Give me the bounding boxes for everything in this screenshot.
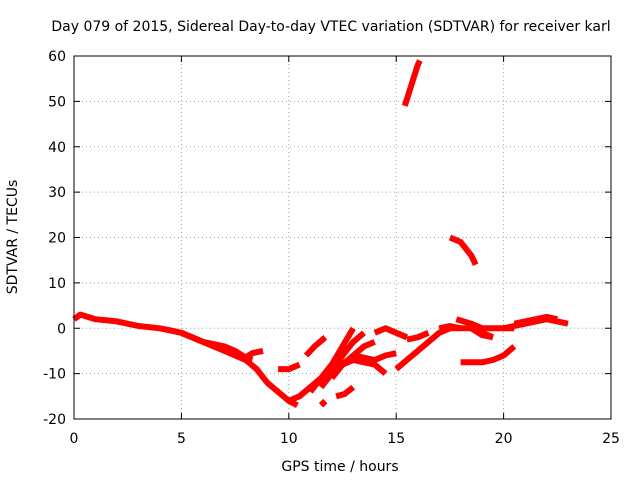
series-arc-n xyxy=(406,330,430,343)
series-arc-k xyxy=(352,350,397,363)
series-arc-l xyxy=(373,325,409,341)
y-tick-label: 50 xyxy=(48,94,66,110)
x-tick-label: 5 xyxy=(177,431,186,447)
series-arc-t xyxy=(469,325,494,341)
series-layer xyxy=(72,59,569,409)
series-arc-p xyxy=(448,234,479,266)
series-arc-a xyxy=(239,347,264,363)
series-arc-s xyxy=(460,344,517,366)
y-tick-label: 0 xyxy=(57,321,66,337)
series-arc-v xyxy=(513,313,558,327)
y-tick-label: 10 xyxy=(48,276,66,292)
series-arc-f xyxy=(307,326,356,394)
x-tick-label: 10 xyxy=(280,431,298,447)
series-arc-o xyxy=(401,59,423,107)
series-arc-g xyxy=(318,330,366,390)
y-tick-label: -20 xyxy=(43,412,66,428)
series-arc-b xyxy=(278,361,301,373)
y-tick-label: 30 xyxy=(48,185,66,201)
y-tick-label: 40 xyxy=(48,140,66,156)
grid-layer xyxy=(74,56,611,419)
x-tick-label: 20 xyxy=(495,431,513,447)
series-arc-morning xyxy=(180,330,254,363)
x-tick-label: 25 xyxy=(602,431,620,447)
y-tick-label: 20 xyxy=(48,231,66,247)
chart-title: Day 079 of 2015, Sidereal Day-to-day VTE… xyxy=(51,19,610,35)
series-arc-j xyxy=(341,357,388,376)
series-arc-e xyxy=(318,398,328,408)
y-tick-label: 60 xyxy=(48,49,66,65)
x-tick-label: 15 xyxy=(387,431,405,447)
series-arc-main xyxy=(72,311,299,409)
y-tick-label: -10 xyxy=(43,367,66,383)
tick-layer: 0 5 10 15 20 25 -20 -10 0 10 20 30 40 50 60 xyxy=(43,49,620,447)
x-tick-label: 0 xyxy=(70,431,79,447)
series-arc-d xyxy=(303,335,328,358)
series-arc-i xyxy=(335,384,356,400)
y-axis-label: SDTVAR / TECUs xyxy=(5,180,21,295)
x-axis-label: GPS time / hours xyxy=(281,459,398,475)
